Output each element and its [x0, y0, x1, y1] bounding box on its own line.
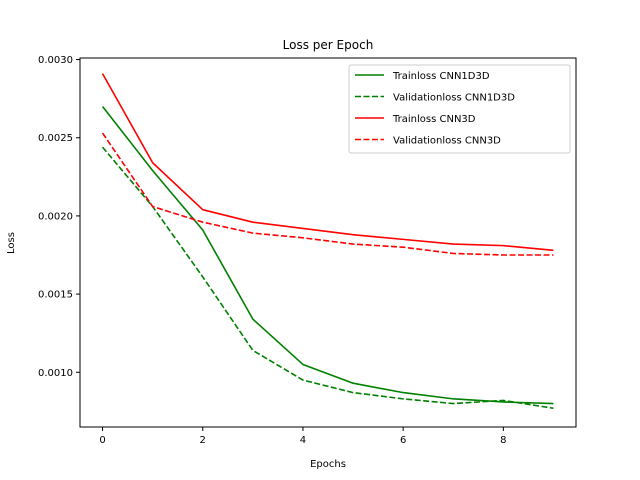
x-axis-label: Epochs: [310, 459, 346, 470]
y-axis: 0.0010 0.0015 0.0020 0.0025 0.0030: [38, 55, 80, 379]
x-tick-label: 6: [400, 435, 406, 446]
x-tick-label: 0: [99, 435, 105, 446]
x-axis: 0 2 4 6 8: [99, 427, 507, 446]
series-line-3: [101, 132, 554, 256]
y-tick-label: 0.0015: [38, 290, 73, 301]
y-tick-label: 0.0020: [38, 211, 73, 222]
y-tick-label: 0.0030: [38, 55, 73, 66]
y-axis-label: Loss: [6, 232, 17, 254]
y-tick-label: 0.0010: [38, 368, 73, 379]
legend-label-3: Validationloss CNN3D: [393, 136, 501, 147]
x-tick-label: 2: [200, 435, 206, 446]
legend-box: [348, 64, 571, 154]
chart-title: Loss per Epoch: [283, 38, 374, 52]
series-line-2: [101, 73, 554, 252]
x-tick-label: 4: [300, 435, 306, 446]
legend-label-0: Trainloss CNN1D3D: [392, 71, 490, 82]
y-tick-label: 0.0025: [38, 133, 73, 144]
legend-label-1: Validationloss CNN1D3D: [393, 93, 515, 104]
series-line-0: [101, 105, 554, 405]
legend: Trainloss CNN1D3D Validationloss CNN1D3D T…: [348, 64, 571, 154]
plot-frame: [79, 57, 577, 428]
x-tick-label: 8: [500, 435, 506, 446]
legend-label-2: Trainloss CNN3D: [392, 114, 476, 125]
series-layer: [101, 73, 554, 410]
series-line-1: [101, 146, 554, 410]
